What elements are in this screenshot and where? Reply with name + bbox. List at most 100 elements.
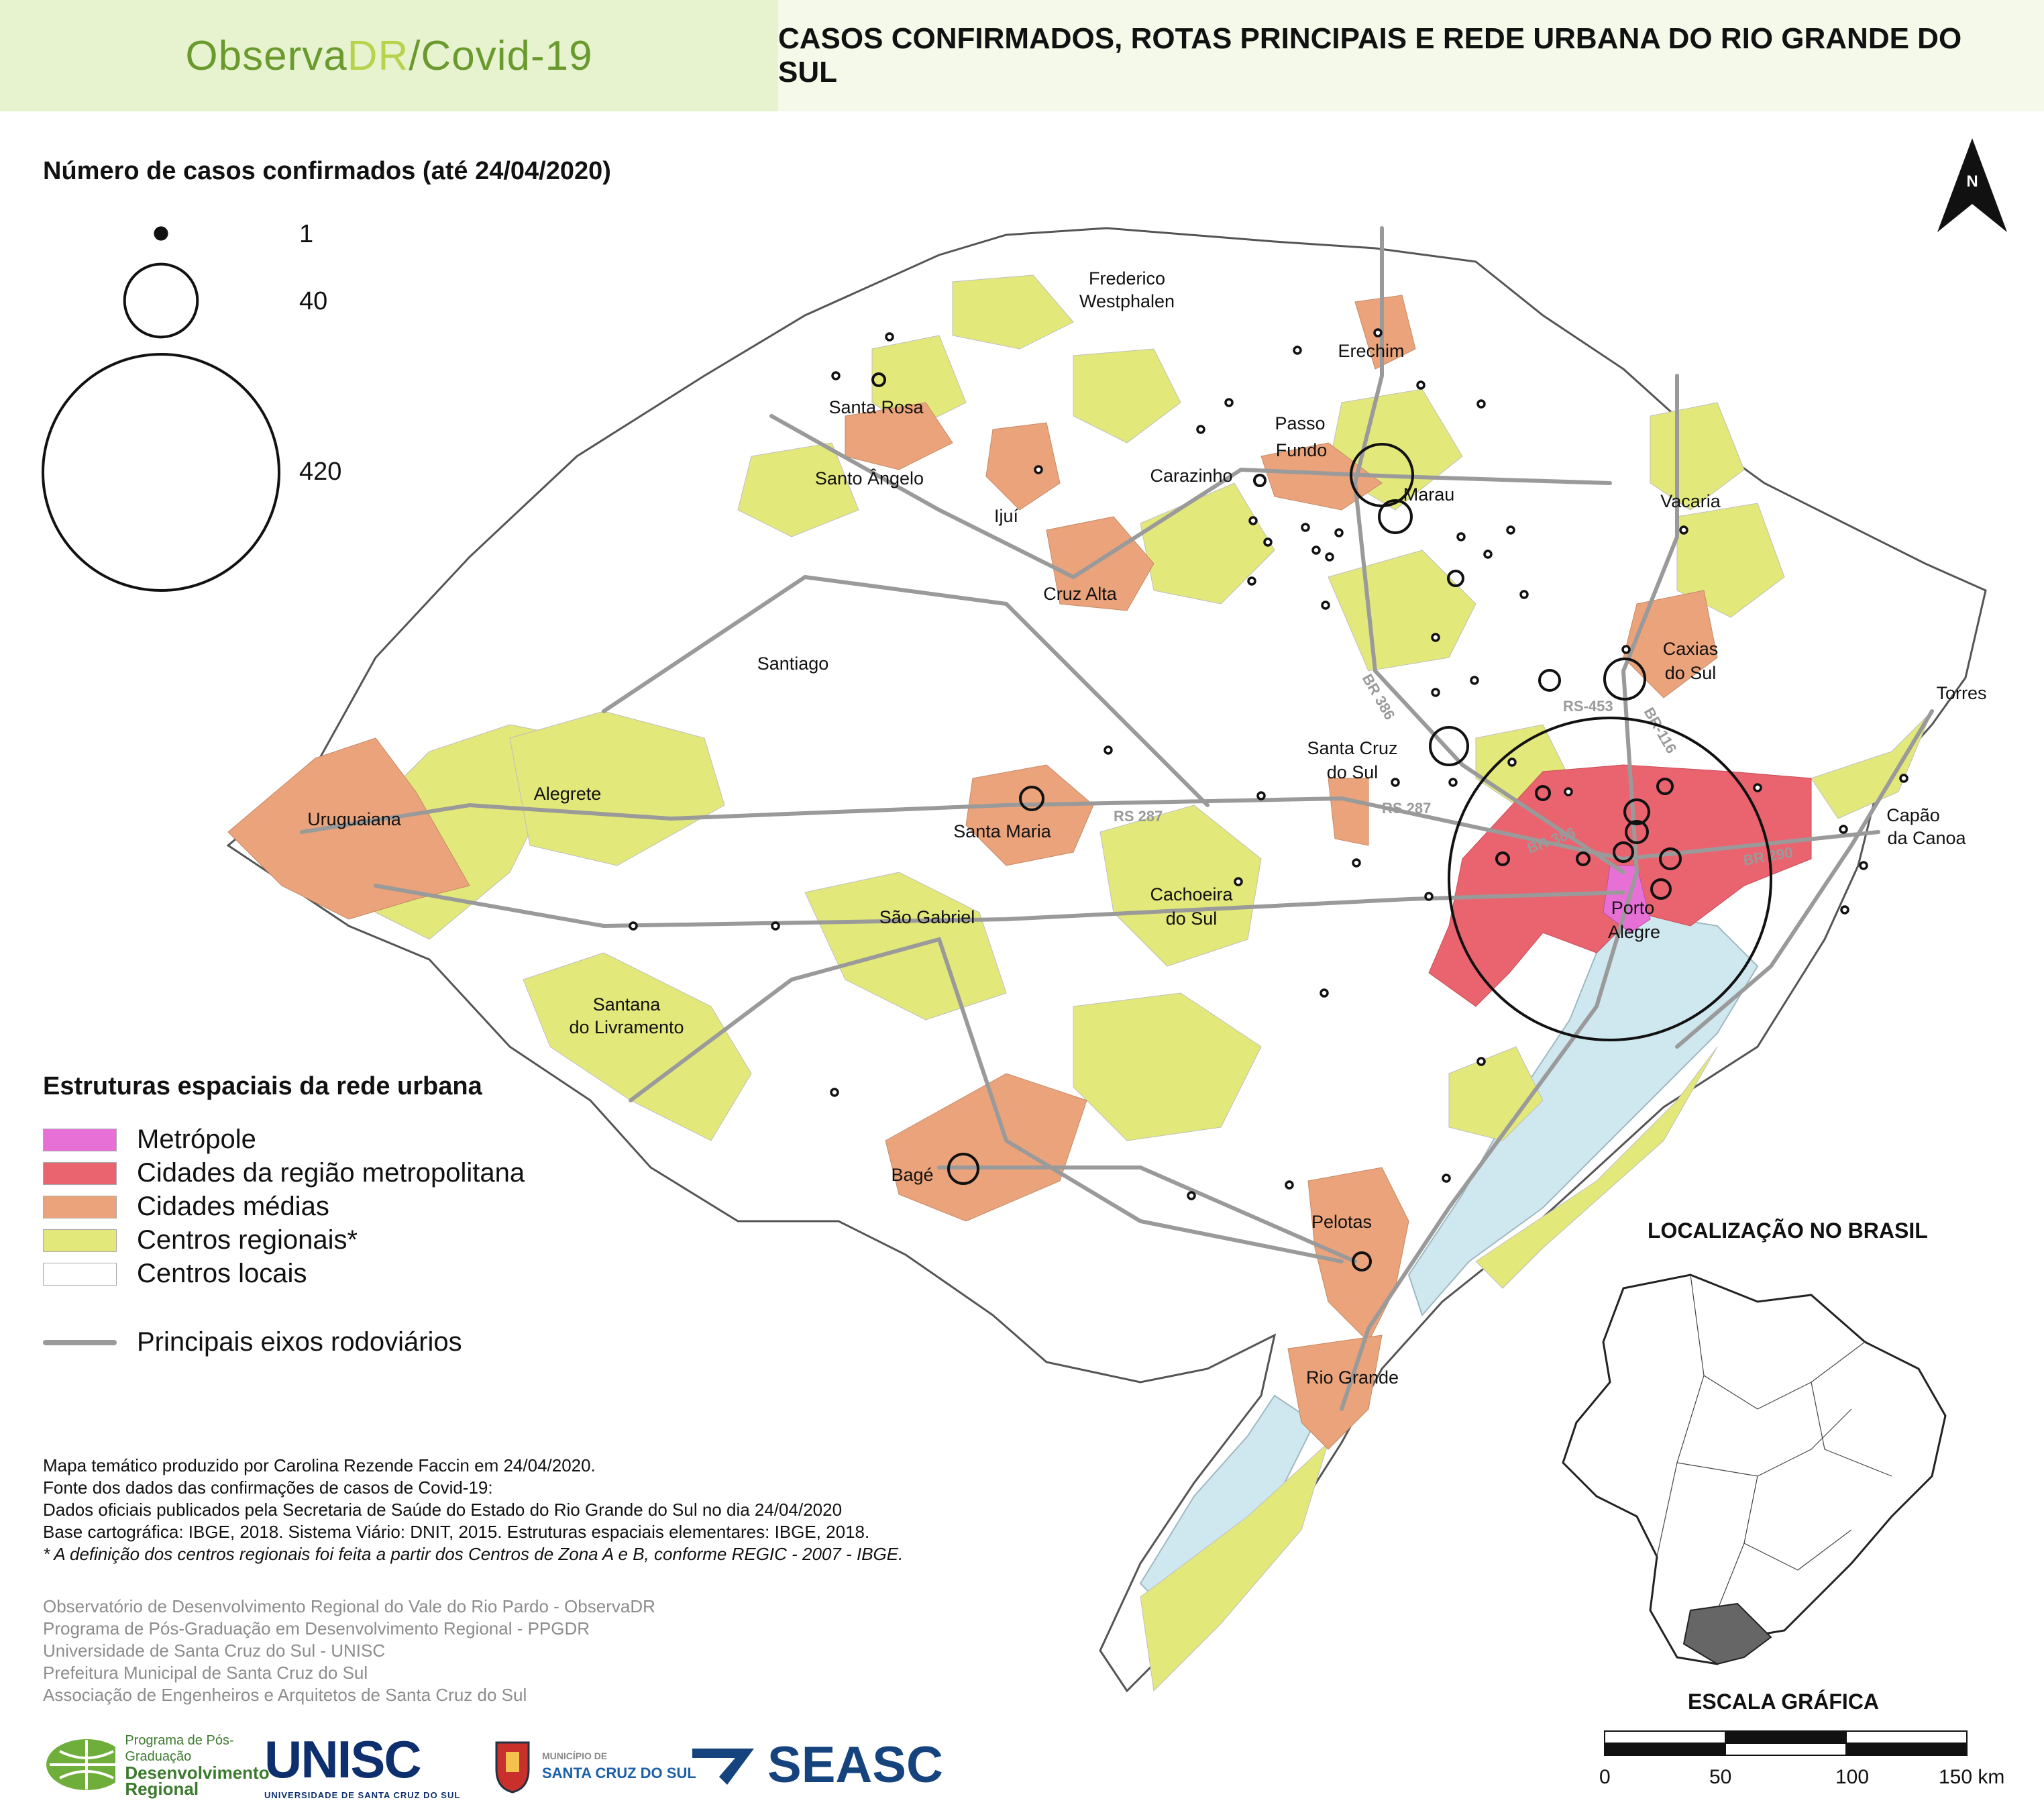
- state-outline: [226, 227, 1987, 1693]
- scale-segment: [1604, 1743, 1726, 1756]
- case-dot: [1679, 525, 1688, 535]
- case-dot: [1859, 861, 1868, 870]
- legend-item-medium-cities: Cidades médias: [43, 1192, 329, 1222]
- city-label: Cruz Alta: [1043, 584, 1118, 604]
- case-dot: [831, 371, 841, 380]
- case-circle: [1659, 847, 1682, 870]
- case-dot: [1334, 528, 1344, 537]
- case-circle: [1538, 669, 1561, 692]
- city-label: Alegrete: [534, 784, 602, 804]
- medium-city-area: [885, 1073, 1087, 1222]
- inset-state-border: [1717, 1543, 1745, 1611]
- north-arrow-icon: [1937, 138, 1972, 232]
- brazil-inset: [1562, 1274, 1947, 1665]
- case-dot: [1187, 1191, 1196, 1200]
- case-dot: [830, 1088, 839, 1097]
- city-label: Bagé: [891, 1165, 933, 1185]
- road-line: [1340, 374, 1679, 1411]
- medium-city-area: [1046, 516, 1154, 611]
- city-label: Capão: [1886, 805, 1940, 825]
- city-label: Alegre: [1608, 922, 1660, 942]
- city-label: Frederico: [1089, 268, 1165, 289]
- case-circle: [1495, 851, 1510, 866]
- city-label: São Gabriel: [879, 907, 975, 927]
- credit-line: Mapa temático produzido por Carolina Rez…: [43, 1455, 596, 1475]
- case-dots: [629, 328, 1908, 1200]
- case-dot: [1325, 552, 1334, 562]
- road-label: RS 287: [1114, 808, 1163, 825]
- structure-legend-title: Estruturas espaciais da rede urbana: [43, 1072, 482, 1100]
- case-circle: [1448, 717, 1772, 1041]
- case-size-label: 1: [299, 220, 314, 248]
- brazil-outline: [1562, 1274, 1947, 1665]
- city-label: Cachoeira: [1150, 884, 1233, 904]
- case-dot: [1256, 791, 1266, 800]
- case-dot: [1424, 892, 1434, 901]
- case-dot: [1391, 778, 1400, 787]
- case-dot: [771, 921, 780, 931]
- case-circle: [1603, 658, 1646, 700]
- region-area: [804, 872, 1007, 1021]
- legend-item-local-centers: Centros locais: [43, 1259, 307, 1289]
- case-dot: [1320, 988, 1329, 998]
- city-label: Carazinho: [1150, 466, 1232, 486]
- road-label: RS 287: [1382, 800, 1431, 817]
- case-circle: [1650, 878, 1672, 900]
- case-circle: [1576, 851, 1591, 866]
- credit-note: * A definição dos centros regionais foi …: [43, 1544, 904, 1564]
- city-label: da Canoa: [1887, 828, 1966, 848]
- case-dot: [1431, 633, 1440, 642]
- region-area: [1811, 711, 1933, 819]
- institution-line: Associação de Engenheiros e Arquitetos d…: [43, 1685, 527, 1705]
- legend-swatch: [43, 1128, 117, 1151]
- case-size-symbol: [42, 353, 280, 592]
- institution-line: Universidade de Santa Cruz do Sul - UNIS…: [43, 1641, 386, 1661]
- unisc-logo: UNISC UNIVERSIDADE DE SANTA CRUZ DO SUL: [264, 1730, 461, 1800]
- scale-title: ESCALA GRÁFICA: [1688, 1690, 1880, 1714]
- case-dot: [1506, 525, 1515, 535]
- case-dot: [1247, 576, 1256, 586]
- inset-state-border: [1690, 1274, 1866, 1410]
- medium-city-area: [845, 402, 953, 470]
- inset-state-border: [1656, 1462, 1678, 1557]
- case-dot: [1301, 523, 1310, 532]
- scale-segment: [1725, 1743, 1847, 1756]
- medium-city-area: [965, 764, 1094, 866]
- region-area: [952, 274, 1074, 350]
- city-label: Santo Ângelo: [815, 468, 924, 488]
- medium-city-area: [985, 422, 1061, 511]
- case-dot: [1564, 787, 1573, 796]
- case-dot: [1476, 399, 1486, 409]
- city-label: do Sul: [1327, 762, 1379, 782]
- rs-highlight: [1682, 1602, 1772, 1665]
- case-dot: [1034, 465, 1043, 474]
- legend-item-metropolitan: Cidades da região metropolitana: [43, 1158, 525, 1188]
- medium-city-area: [1328, 778, 1369, 846]
- city-label: Santana: [593, 994, 661, 1015]
- legend-swatch: [43, 1262, 117, 1286]
- medium-city-area: [227, 737, 470, 920]
- road-line: [1352, 226, 1625, 874]
- logo-row: Programa de Pós-Graduação Desenvolviment…: [43, 1730, 969, 1800]
- case-dot: [1442, 1174, 1451, 1183]
- city-label: Santa Maria: [953, 821, 1052, 841]
- city-label: Marau: [1403, 484, 1455, 505]
- city-label: Caxias: [1663, 639, 1719, 659]
- pgdr-logo: Programa de Pós-Graduação Desenvolviment…: [43, 1731, 271, 1798]
- region-area: [1073, 348, 1181, 444]
- north-arrow: N: [1937, 138, 2007, 232]
- city-label: Pelotas: [1311, 1212, 1372, 1232]
- cases-legend-title: Número de casos confirmados (até 24/04/2…: [43, 157, 611, 185]
- case-dot: [1224, 398, 1234, 407]
- region-area: [523, 952, 752, 1141]
- legend-item-regional-centers: Centros regionais*: [43, 1225, 358, 1255]
- inset-state-border: [1811, 1382, 1892, 1477]
- city-label: Rio Grande: [1306, 1367, 1399, 1388]
- case-circle: [1656, 778, 1674, 795]
- city-label: Vacaria: [1660, 491, 1721, 511]
- scale-label: 50: [1709, 1766, 1732, 1788]
- case-dot: [885, 332, 894, 342]
- region-area: [1676, 503, 1785, 618]
- case-dot: [1507, 758, 1517, 767]
- case-dot: [1448, 778, 1458, 787]
